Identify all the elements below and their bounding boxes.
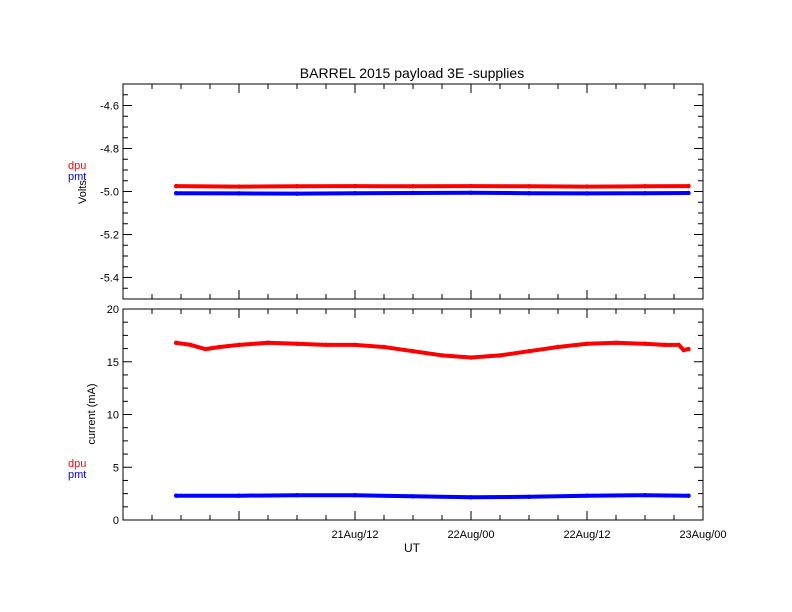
current-y-ticks: 0 5 10 15 20 — [107, 304, 703, 527]
data-point-dpu — [352, 183, 358, 189]
voltage-legend-pmt: pmt — [68, 171, 86, 183]
data-point-dpu — [217, 344, 222, 350]
data-point-dpu — [613, 340, 619, 345]
data-point-dpu — [294, 184, 300, 189]
y-tick-label: -5.4 — [100, 273, 119, 285]
data-point-dpu — [173, 183, 179, 189]
data-point-pmt — [236, 493, 242, 498]
series-pmt-line — [174, 493, 691, 500]
y-tick-label: 20 — [107, 304, 119, 316]
x-tick-label: 23Aug/00 — [679, 529, 726, 541]
data-point-dpu — [681, 347, 686, 353]
data-point-dpu — [173, 340, 179, 345]
data-point-pmt — [584, 191, 590, 196]
voltage-y-ticks: -4.6 -4.8 -5.0 -5.2 -5.4 — [100, 83, 703, 300]
data-point-dpu — [202, 346, 208, 352]
y-tick-label: -5.2 — [100, 230, 119, 242]
x-tick-label: 22Aug/12 — [563, 529, 610, 541]
current-panel: 0 5 10 15 20 current (mA) dpu pmt 21Aug/12 22… — [68, 304, 727, 555]
data-point-dpu — [497, 353, 503, 358]
data-point-pmt — [468, 495, 474, 500]
series-dpu — [173, 183, 691, 189]
y-tick-label: -5.0 — [100, 187, 119, 199]
data-point-dpu — [662, 342, 667, 348]
voltage-x-ticks — [122, 84, 704, 299]
data-point-pmt — [352, 191, 358, 196]
data-point-dpu — [526, 349, 532, 354]
y-tick-label: 5 — [113, 462, 119, 474]
data-point-dpu — [686, 346, 691, 352]
data-point-dpu — [642, 184, 648, 189]
data-point-pmt — [686, 493, 691, 498]
data-point-dpu — [352, 342, 358, 348]
data-point-dpu — [468, 355, 474, 360]
data-point-pmt — [642, 191, 648, 196]
data-point-dpu — [642, 341, 648, 347]
series-dpu — [173, 340, 691, 360]
data-point-pmt — [173, 493, 179, 498]
y-tick-label: 15 — [107, 357, 119, 369]
data-point-dpu — [323, 342, 329, 348]
x-tick-labels: 21Aug/12 22Aug/00 22Aug/12 23Aug/00 — [331, 529, 726, 541]
data-point-dpu — [236, 184, 242, 189]
data-point-dpu — [526, 184, 532, 189]
current-legend-dpu: dpu — [68, 458, 86, 470]
data-point-pmt — [468, 190, 474, 195]
data-point-dpu — [294, 341, 300, 347]
data-point-dpu — [265, 340, 271, 345]
voltage-legend-dpu: dpu — [68, 160, 86, 172]
data-point-dpu — [686, 183, 691, 189]
data-point-pmt — [294, 493, 300, 498]
data-point-pmt — [410, 190, 416, 196]
y-tick-label: -4.6 — [100, 101, 119, 113]
x-tick-label: 22Aug/00 — [447, 529, 494, 541]
current-x-ticks — [122, 309, 704, 520]
series-pmt — [173, 493, 691, 500]
data-point-dpu — [584, 184, 590, 189]
data-point-pmt — [352, 493, 358, 498]
voltage-panel: -4.6 -4.8 -5.0 -5.2 -5.4 Volts dpu pmt — [68, 83, 704, 300]
current-series — [173, 340, 691, 500]
voltage-y-axis-label: Volts — [77, 180, 89, 204]
current-y-axis-label: current (mA) — [86, 383, 98, 444]
series-pmt — [173, 190, 691, 196]
data-point-dpu — [676, 342, 682, 348]
data-point-dpu — [555, 344, 561, 350]
data-point-dpu — [188, 342, 193, 348]
data-point-dpu — [381, 344, 387, 350]
data-point-pmt — [294, 191, 300, 196]
data-point-pmt — [173, 191, 179, 196]
data-point-pmt — [686, 190, 691, 196]
data-point-pmt — [584, 493, 590, 498]
current-legend-pmt: pmt — [68, 469, 86, 481]
chart-title: BARREL 2015 payload 3E -supplies — [300, 65, 524, 81]
x-axis-label: UT — [404, 541, 421, 555]
y-tick-label: -4.8 — [100, 144, 119, 156]
series-dpu-line — [174, 184, 691, 189]
data-point-pmt — [526, 191, 532, 196]
data-point-pmt — [410, 494, 416, 499]
y-tick-label: 10 — [107, 410, 119, 422]
data-point-dpu — [236, 342, 242, 348]
data-point-dpu — [410, 349, 416, 354]
series-pmt-line — [174, 190, 691, 196]
voltage-series — [173, 183, 691, 196]
y-tick-label: 0 — [113, 515, 119, 527]
data-point-dpu — [439, 353, 445, 358]
data-point-dpu — [584, 341, 590, 347]
data-point-pmt — [642, 493, 648, 498]
data-point-dpu — [410, 184, 416, 189]
data-point-pmt — [236, 191, 242, 196]
data-point-dpu — [468, 183, 474, 189]
data-point-pmt — [526, 494, 532, 499]
x-tick-label: 21Aug/12 — [331, 529, 378, 541]
